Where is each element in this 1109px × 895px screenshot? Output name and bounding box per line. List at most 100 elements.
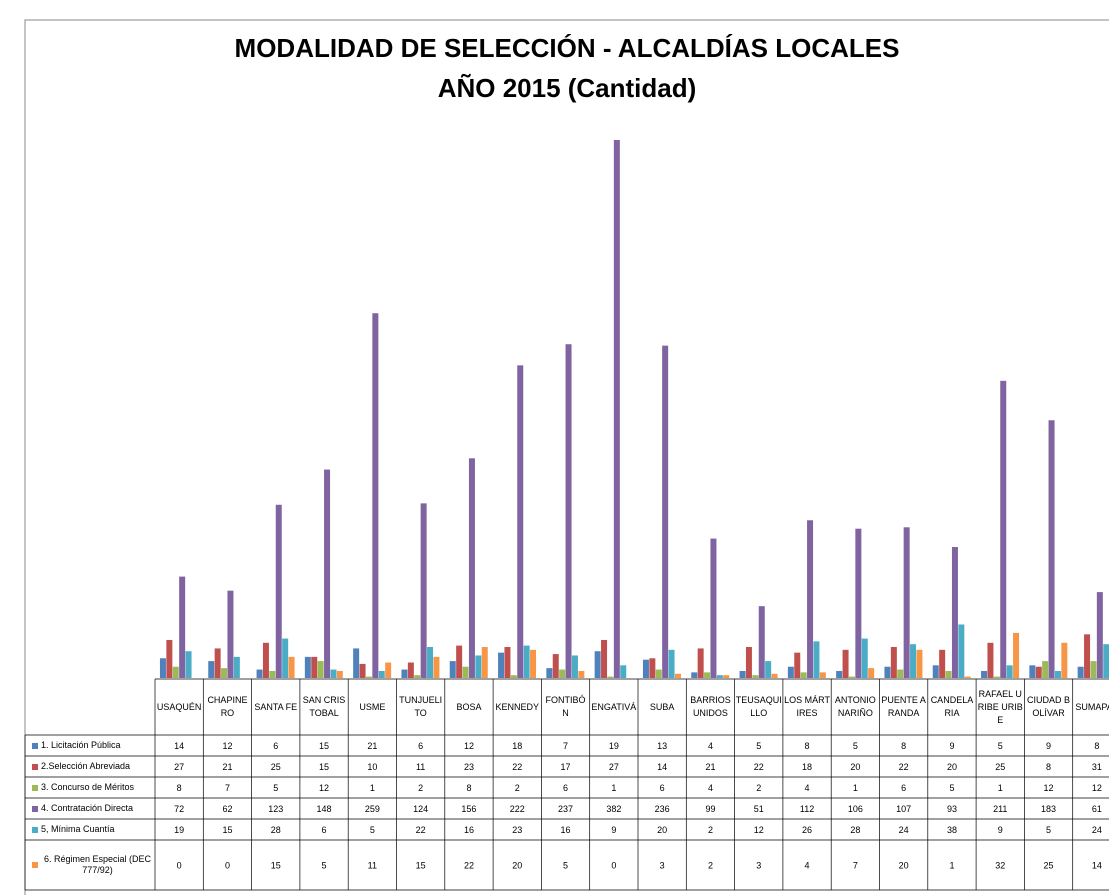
- bar: [1096, 592, 1103, 678]
- table-value: 0: [611, 860, 616, 870]
- table-value: 22: [416, 825, 426, 835]
- table-value: 16: [464, 825, 474, 835]
- bar: [233, 656, 240, 678]
- bar: [304, 656, 311, 678]
- bar: [993, 676, 1000, 678]
- bar: [1090, 661, 1097, 678]
- table-value: 27: [609, 762, 619, 772]
- bar: [668, 649, 675, 678]
- bar: [336, 670, 343, 678]
- legend-label-text: 2.Selección Abreviada: [41, 761, 131, 771]
- bar: [1029, 665, 1036, 678]
- x-tick-label-box: USAQUÉN: [157, 702, 202, 712]
- x-tick-label: USME: [349, 680, 395, 734]
- bar: [951, 547, 958, 678]
- legend-swatch: [32, 742, 38, 749]
- x-tick-label: SAN CRISTOBAL: [301, 680, 347, 734]
- x-tick-label-box: ANTONIO NARIÑO: [835, 695, 876, 718]
- x-tick-label-text: FONTIBÓN: [545, 695, 586, 718]
- table-value: 259: [365, 804, 380, 814]
- table-value: 25: [995, 762, 1005, 772]
- bar: [427, 647, 434, 678]
- x-tick-label-box: BARRIOS UNIDOS: [690, 695, 731, 718]
- table-value: 7: [225, 783, 230, 793]
- table-value: 20: [512, 860, 522, 870]
- legend-label: 5, Mínima Cuantía: [26, 819, 154, 840]
- bar: [594, 651, 601, 678]
- x-tick-label-box: USME: [349, 680, 395, 734]
- table-value: 18: [802, 762, 812, 772]
- table-value: 21: [222, 762, 232, 772]
- bar: [819, 672, 826, 678]
- table-value: 6: [660, 783, 665, 793]
- bar: [414, 675, 421, 678]
- x-tick-label-text: TEUSAQUILLO: [735, 695, 782, 718]
- x-tick-label: SUBA: [639, 680, 685, 734]
- table-value: 5: [1046, 825, 1051, 835]
- table-value: 12: [222, 741, 232, 751]
- table-value: 51: [754, 804, 764, 814]
- bar: [166, 639, 173, 678]
- table-value: 21: [367, 741, 377, 751]
- x-tick-label-text: SUBA: [649, 701, 675, 712]
- table-value: 10: [367, 762, 377, 772]
- bar: [848, 676, 855, 678]
- x-tick-label-text: CANDELARIA: [930, 695, 974, 718]
- table-value: 3: [756, 860, 761, 870]
- table-value: 8: [1094, 741, 1099, 751]
- bar: [456, 645, 463, 678]
- bar: [1042, 661, 1049, 678]
- bar: [903, 527, 910, 678]
- bar: [324, 469, 331, 678]
- table-value: 112: [800, 804, 814, 814]
- table-value: 24: [1092, 825, 1102, 835]
- legend-label-text: 5, Mínima Cuantía: [41, 824, 115, 834]
- bar: [172, 666, 179, 678]
- bar: [890, 647, 897, 678]
- table-value: 23: [512, 825, 522, 835]
- bar: [481, 647, 488, 678]
- table-value: 5: [322, 860, 327, 870]
- bar: [662, 345, 669, 678]
- table-value: 0: [225, 860, 230, 870]
- legend-label: 2.Selección Abreviada: [26, 756, 154, 777]
- x-tick-label-text: LOS MÁRTIRES: [784, 695, 830, 718]
- bar: [787, 666, 794, 678]
- table-value: 28: [271, 825, 281, 835]
- table-value: 15: [416, 860, 426, 870]
- bar: [407, 662, 414, 678]
- bar: [462, 666, 469, 678]
- table-value: 12: [1044, 783, 1054, 793]
- table-value: 107: [896, 804, 911, 814]
- table-value: 15: [271, 860, 281, 870]
- table-value: 18: [512, 741, 522, 751]
- bar: [208, 661, 215, 678]
- table-value: 4: [708, 741, 713, 751]
- bar: [227, 590, 234, 678]
- bar: [530, 649, 537, 678]
- bar: [964, 676, 971, 678]
- table-value: 6: [322, 825, 327, 835]
- table-value: 9: [998, 825, 1003, 835]
- x-tick-label-text: TUNJUELITO: [399, 695, 443, 718]
- table-value: 3: [660, 860, 665, 870]
- bar: [674, 673, 681, 678]
- table-value: 4: [805, 860, 810, 870]
- legend-swatch: [32, 826, 38, 833]
- table-value: 5: [563, 860, 568, 870]
- bar: [758, 606, 765, 678]
- x-tick-label: SANTA FE: [253, 680, 299, 734]
- table-value: 20: [657, 825, 667, 835]
- table-value: 4: [708, 783, 713, 793]
- bar: [939, 649, 946, 678]
- table-value: 106: [848, 804, 863, 814]
- table-value: 2: [418, 783, 423, 793]
- x-tick-label-box: SANTA FE: [253, 680, 299, 734]
- table-value: 2: [756, 783, 761, 793]
- x-tick-label-box: KENNEDY: [495, 702, 539, 712]
- table-value: 32: [995, 860, 1005, 870]
- bar: [517, 365, 524, 678]
- table-value: 5: [853, 741, 858, 751]
- x-tick-label: TUNJUELITO: [398, 680, 444, 734]
- bar: [475, 655, 482, 678]
